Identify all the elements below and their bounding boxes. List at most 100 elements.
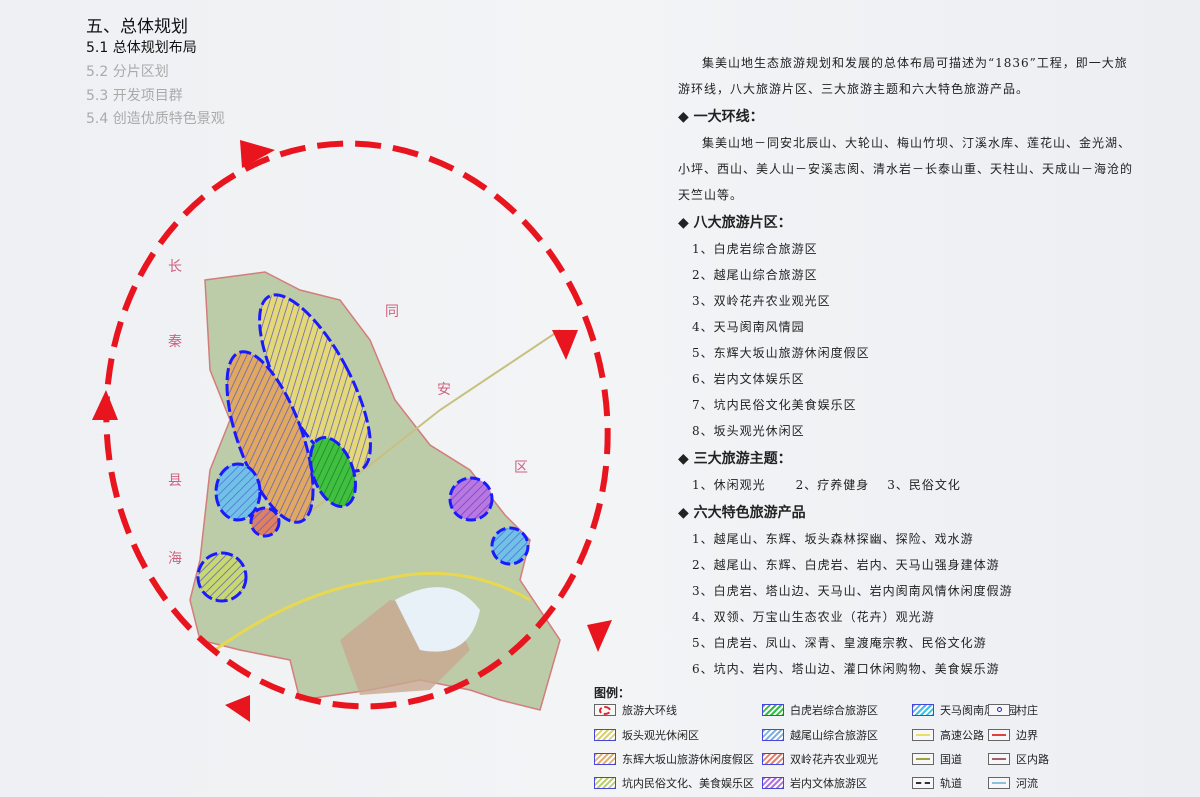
product-item: 2、越尾山、东辉、白虎岩、岩内、天马山强身建体游 [692,558,1000,572]
line-swatch-icon [912,753,934,765]
map-label: 同 [385,304,399,320]
intro-text: 集美山地生态旅游规划和发展的总体布局可描述为“1836”工程，即一大旅游环线，八… [678,56,1128,96]
legend-item: 坂头观光休闲区 [594,727,699,743]
zone-bantou [258,293,372,473]
legend-item: 村庄 [988,702,1038,718]
theme-item: 3、民俗文化 [887,478,961,492]
line-swatch-icon [912,729,934,741]
zone-baihuyan [309,435,357,509]
legend-label: 坑内民俗文化、美食娱乐区 [622,777,754,790]
map-label: 秦 [168,334,182,350]
legend-label: 东辉大坂山旅游休闲度假区 [622,753,754,766]
legend-item: 边界 [988,727,1038,743]
zones-heading: ◆ 八大旅游片区： [678,215,792,231]
zone-tianma [490,526,530,566]
tour-ring-route [103,140,611,710]
legend-label: 越尾山综合旅游区 [790,729,878,742]
legend-label: 边界 [1016,729,1038,742]
zone-yueweishan [214,462,262,522]
zone-item: 7、坑内民俗文化美食娱乐区 [692,398,857,412]
zone-yannei [448,476,494,522]
legend-label: 轨道 [940,777,962,790]
legend-item: 旅游大环线 [594,702,677,718]
map-label: 长 [168,259,182,275]
line-swatch-icon [988,777,1010,789]
map-label: 安 [437,382,451,398]
hatch-swatch-icon [594,753,616,765]
themes-heading: ◆ 三大旅游主题： [678,451,792,467]
zone-kengnei [196,551,248,603]
legend-label: 河流 [1016,777,1038,790]
zone-item: 3、双岭花卉农业观光区 [692,294,831,308]
ring-text: 集美山地－同安北辰山、大轮山、梅山竹坝、汀溪水库、莲花山、金光湖、小坪、西山、美… [678,136,1134,202]
zone-item: 6、岩内文体娱乐区 [692,372,805,386]
themes-list: 1、休闲观光 2、疗养健身 3、民俗文化 [678,472,1138,498]
legend-label: 高速公路 [940,729,984,742]
legend-label: 白虎岩综合旅游区 [790,704,878,717]
product-item: 3、白虎岩、塔山边、天马山、岩内阂南风情休闲度假游 [692,584,1013,598]
legend-item: 轨道 [912,775,962,791]
legend-item: 河流 [988,775,1038,791]
products-heading: ◆ 六大特色旅游产品 [678,505,806,521]
zone-item: 2、越尾山综合旅游区 [692,268,818,282]
planning-map: 长 秦 县 海 同 安 区 [92,140,612,722]
line-swatch-icon [988,729,1010,741]
menu-item-landscape[interactable]: 5.4 创造优质特色景观 [86,111,225,127]
product-item: 5、白虎岩、凤山、深青、皇渡庵宗教、民俗文化游 [692,636,987,650]
legend-item: 东辉大坂山旅游休闲度假区 [594,751,754,767]
legend-item: 国道 [912,751,962,767]
legend-label: 岩内文体旅游区 [790,777,867,790]
rail-swatch-icon [912,777,934,789]
bay-water [395,587,480,652]
menu-item-projects[interactable]: 5.3 开发项目群 [86,88,183,104]
map-legend: 图例： 旅游大环线坂头观光休闲区东辉大坂山旅游休闲度假区 坑内民俗文化、美食娱乐区… [594,684,1049,790]
zone-item: 8、坂头观光休闲区 [692,424,805,438]
description-panel: 集美山地生态旅游规划和发展的总体布局可描述为“1836”工程，即一大旅游环线，八… [678,50,1138,682]
product-item: 6、坑内、岩内、塔山边、灌口休闲购物、美食娱乐游 [692,662,1000,676]
zone-shuangling [249,506,281,538]
zone-item: 4、天马阂南风情园 [692,320,805,334]
ring-arrow-icon [225,695,250,722]
ring-route-icon [594,704,616,716]
zone-donghui [225,350,315,524]
zone-item: 5、东辉大坂山旅游休闲度假区 [692,346,870,360]
legend-label: 旅游大环线 [622,704,677,717]
legend-item: 双岭花卉农业观光 [762,751,878,767]
legend-title: 图例： [594,686,631,700]
highway [214,571,531,652]
theme-item: 2、疗养健身 [795,478,870,492]
map-label: 县 [168,473,182,489]
legend-item: 越尾山综合旅游区 [762,727,878,743]
map-label: 区 [514,460,528,476]
hatch-swatch-icon [594,777,616,789]
ring-arrow-icon [587,620,612,652]
zone-item: 1、白虎岩综合旅游区 [692,242,818,256]
menu-item-zoning[interactable]: 5.2 分片区划 [86,64,169,80]
ring-arrow-icon [552,330,578,360]
legend-label: 国道 [940,753,962,766]
legend-item: 白虎岩综合旅游区 [762,702,878,718]
legend-item: 区内路 [988,751,1049,767]
legend-label: 区内路 [1016,753,1049,766]
section-title: 五、总体规划 [86,17,188,37]
legend-label: 村庄 [1016,704,1038,717]
legend-item: 高速公路 [912,727,984,743]
product-item: 1、越尾山、东辉、坂头森林探幽、探险、戏水游 [692,532,974,546]
line-swatch-icon [988,753,1010,765]
hatch-swatch-icon [594,729,616,741]
menu-item-layout[interactable]: 5.1 总体规划布局 [86,40,197,56]
legend-item: 坑内民俗文化、美食娱乐区 [594,775,754,791]
map-label: 海 [168,551,182,567]
hatch-swatch-icon [762,704,784,716]
ring-heading: ◆ 一大环线： [678,109,764,125]
hatch-swatch-icon [762,753,784,765]
ring-arrow-icon [92,390,118,420]
hatch-swatch-icon [912,704,934,716]
product-item: 4、双领、万宝山生态农业（花卉）观光游 [692,610,935,624]
legend-label: 双岭花卉农业观光 [790,753,878,766]
legend-label: 坂头观光休闲区 [622,729,699,742]
theme-item: 1、休闲观光 [692,478,766,492]
ring-arrow-icon [240,140,275,168]
village-icon [988,704,1010,716]
legend-item: 岩内文体旅游区 [762,775,867,791]
